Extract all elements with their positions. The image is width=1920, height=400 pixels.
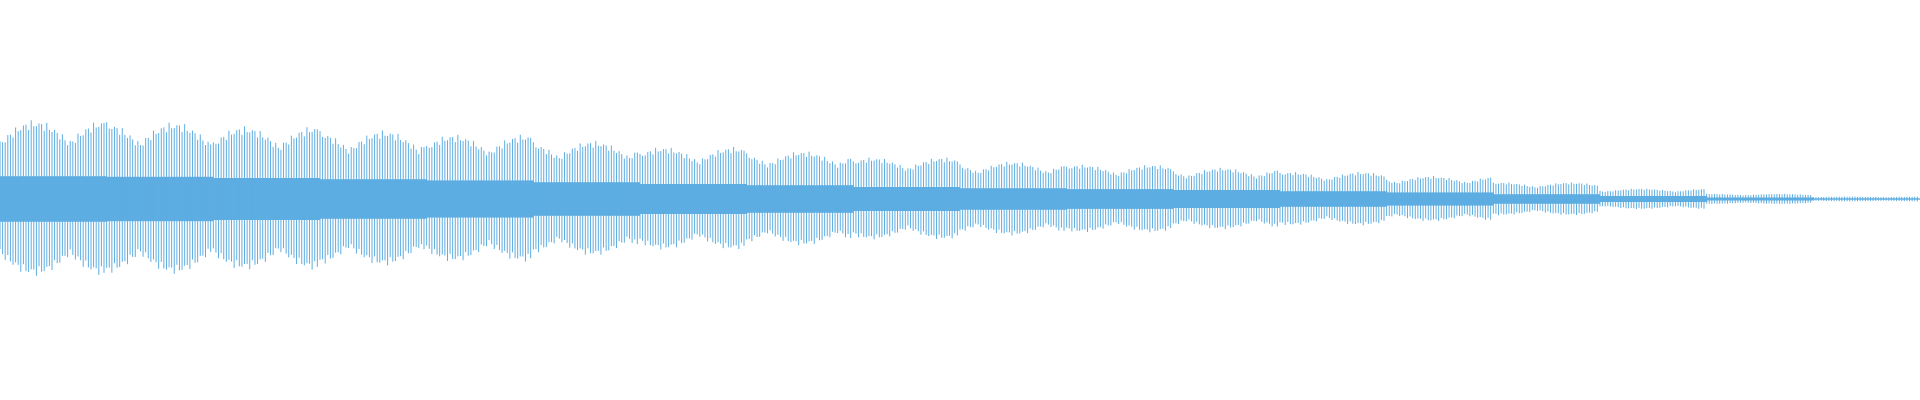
waveform-core	[1493, 194, 1601, 204]
waveform-core	[1600, 196, 1708, 202]
waveform-core	[1813, 198, 1920, 200]
waveform-core	[1706, 197, 1814, 201]
